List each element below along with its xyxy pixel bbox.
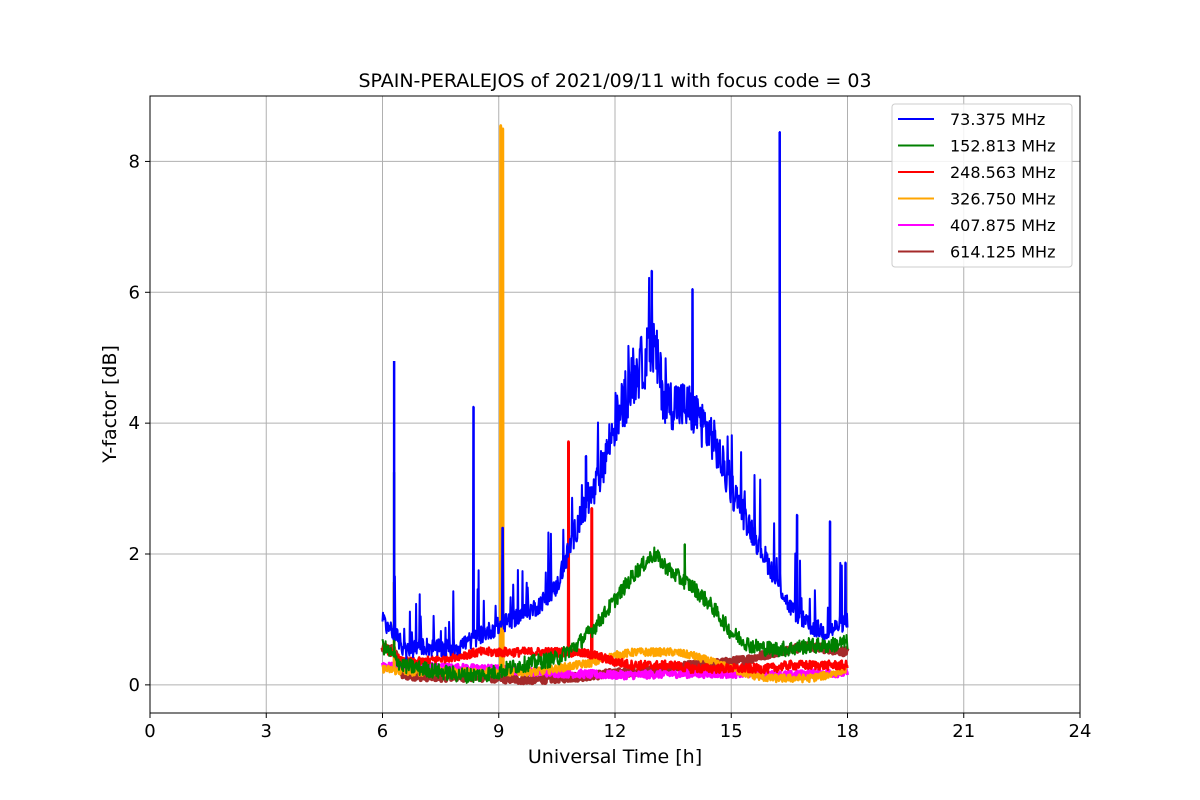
x-tick-label: 6 [377,721,388,742]
series-line [381,131,849,660]
y-tick-label: 0 [129,675,140,696]
legend: 73.375 MHz 152.813 MHz 248.563 MHz 326.750 … [891,103,1073,268]
chart-title: SPAIN-PERALEJOS of 2021/09/11 with focus… [358,70,871,92]
x-tick-label: 12 [604,721,627,742]
x-tick-label: 18 [836,721,859,742]
plot-area [380,124,850,686]
series-lines [380,124,850,686]
y-tick-label: 8 [129,151,140,172]
y-axis-ticks: 0 2 4 6 8 [129,151,150,696]
x-axis-label: Universal Time [h] [528,746,702,768]
x-tick-label: 24 [1069,721,1092,742]
x-tick-label: 15 [720,721,743,742]
x-tick-label: 21 [952,721,975,742]
legend-label: 407.875 MHz [950,216,1055,235]
legend-label: 614.125 MHz [950,243,1055,262]
x-tick-label: 0 [144,721,155,742]
y-tick-label: 2 [129,544,140,565]
legend-box [891,103,1073,268]
y-tick-label: 4 [129,413,140,434]
legend-label: 152.813 MHz [950,137,1055,156]
y-axis-label: Y-factor [dB] [99,345,121,464]
x-axis-ticks: 0 3 6 9 12 15 18 21 24 [144,713,1091,742]
legend-label: 326.750 MHz [950,190,1055,209]
y-tick-label: 6 [129,282,140,303]
series-line [381,661,849,681]
legend-label: 73.375 MHz [950,110,1045,129]
x-tick-label: 9 [493,721,504,742]
x-tick-label: 3 [261,721,272,742]
legend-label: 248.563 MHz [950,163,1055,182]
series-line [381,543,849,684]
